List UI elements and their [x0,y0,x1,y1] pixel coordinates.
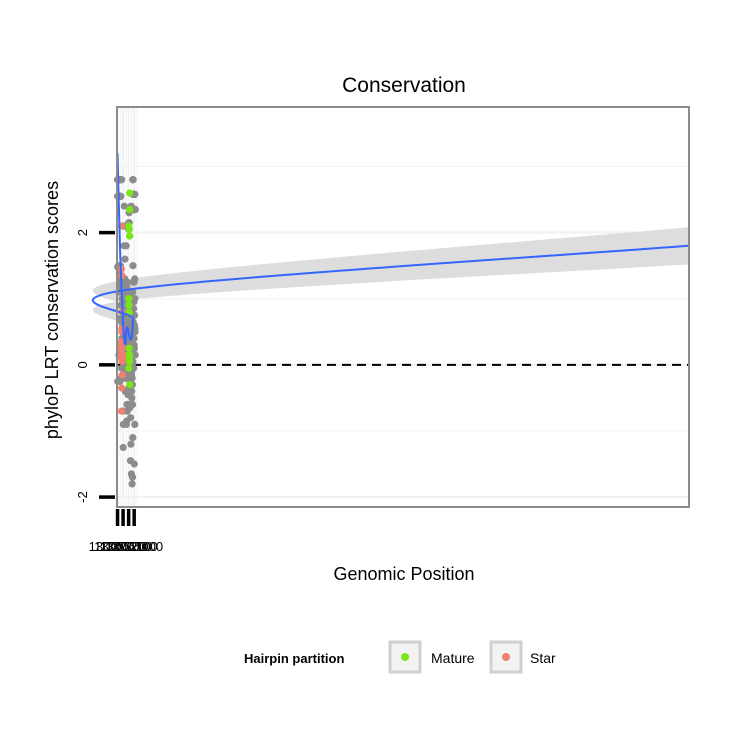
y-tick-label: 0 [75,361,90,368]
plot-panel [117,107,689,507]
y-axis: -2 0 2 [75,229,115,503]
mature-point [125,354,134,362]
y-tick-label: -2 [75,491,90,503]
panel-background [117,107,689,507]
data-point [131,275,139,283]
star-point [118,357,126,366]
y-axis-title: phyloP LRT conservation scores [42,181,62,439]
x-tick-label: 13005000 [105,539,163,554]
star-point [117,344,125,352]
data-point [129,176,137,184]
data-point [121,255,129,263]
mature-point [125,301,133,309]
legend-label-star: Star [530,650,556,666]
star-point [118,384,126,392]
star-point [118,351,126,359]
data-point [119,443,127,452]
mature-point [125,295,133,303]
y-tick-label: 2 [75,229,90,236]
loess-line [91,153,689,346]
data-point [118,176,126,184]
star-point [117,407,126,415]
mature-point [126,232,134,240]
data-point [131,420,139,428]
data-point [120,202,128,210]
data-point [128,473,137,481]
x-axis-title: Genomic Position [333,564,474,584]
data-point [128,394,136,402]
chart-title: Conservation [342,74,466,97]
data-point [129,262,137,270]
smooth-confidence-band [92,133,689,353]
data-point [126,387,134,395]
legend-entry-star: Star [489,640,556,674]
legend-label-mature: Mature [431,650,475,666]
panel-border [116,106,690,508]
mature-point [125,222,133,230]
legend-swatch-mature [401,653,409,661]
mature-point [126,205,134,214]
data-point [129,434,137,442]
legend-entry-mature: Mature [388,640,475,674]
data-point [123,278,131,286]
panel-frame [116,106,690,508]
legend-title: Hairpin partition [244,651,344,666]
x-tick-label: 13005200 [94,539,152,554]
smooth-trend-line [91,153,689,346]
mature-point [126,189,134,197]
star-point [118,371,126,379]
x-tick-label: 13005100 [100,539,158,554]
data-point [130,460,138,468]
data-point [126,371,134,379]
legend: Hairpin partition Mature Star [244,640,556,674]
data-point [122,242,130,250]
data-point [130,344,138,352]
x-tick-label: 13005300 [89,539,147,554]
mature-point [126,381,134,389]
legend-swatch-star [502,653,510,661]
confidence-band [92,133,689,353]
data-point [127,440,135,448]
data-point [123,417,131,425]
data-point [124,400,132,409]
data-point [118,318,126,326]
mature-point [125,344,133,352]
data-point [128,480,136,488]
mature-point [125,364,133,372]
